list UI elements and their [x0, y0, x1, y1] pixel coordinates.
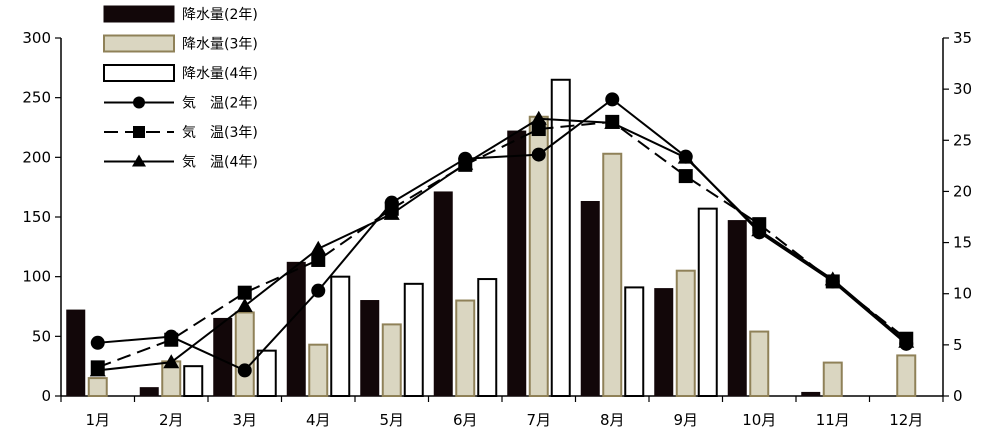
- marker-square-4月: [311, 252, 326, 267]
- right-tick-label: 5: [953, 336, 963, 354]
- right-tick-label: 10: [953, 285, 972, 303]
- bar-series-1-5月: [360, 300, 380, 397]
- bar-series-2-5月: [381, 323, 402, 397]
- bar-series-2-9月: [675, 269, 696, 398]
- x-tick-label: 8月: [600, 411, 625, 429]
- marker-circle-7月: [531, 147, 546, 162]
- bar-series-3-3月: [256, 349, 277, 397]
- legend-swatch-bar-1: [103, 5, 175, 23]
- marker-triangle-5月: [383, 205, 400, 220]
- bar-series-2-8月: [602, 152, 623, 397]
- left-tick-label: 150: [22, 208, 51, 226]
- marker-triangle-10月: [751, 222, 768, 237]
- marker-triangle-4月: [310, 240, 327, 255]
- marker-triangle-1月: [89, 362, 106, 377]
- x-tick-label: 10月: [742, 411, 776, 429]
- marker-circle-8月: [605, 92, 620, 107]
- x-tick-label: 11月: [816, 411, 850, 429]
- marker-square-9月: [678, 169, 693, 184]
- x-tick-label: 5月: [379, 411, 404, 429]
- legend-label-bar-1: 降水量(2年): [182, 7, 258, 23]
- x-tick-label: 9月: [673, 411, 698, 429]
- marker-circle-4月: [311, 283, 326, 298]
- temperature-line-2: [97, 120, 907, 369]
- right-tick-label: 30: [953, 80, 972, 98]
- x-tick-label: 7月: [526, 411, 551, 429]
- bar-series-3-2月: [183, 365, 204, 397]
- legend-swatch-bar-2: [103, 34, 175, 53]
- axes-layer: 0 50 100 150 200 250 300 0 5 10 15 20 25 30 35 1月 2月 3月 4月…: [22, 29, 972, 429]
- legend-label-line-3: 気 温(4年): [182, 155, 258, 171]
- bar-series-2-11月: [822, 361, 843, 398]
- bar-series-3-4月: [330, 275, 351, 397]
- marker-triangle-2月: [163, 354, 180, 369]
- bar-series-1-7月: [507, 130, 527, 397]
- legend-swatch-bar-3: [103, 64, 175, 82]
- x-tick-label: 12月: [889, 411, 923, 429]
- left-tick-label: 200: [22, 148, 51, 166]
- marker-square-2月: [164, 332, 179, 347]
- bar-series-3-5月: [403, 282, 424, 397]
- legend-label-line-1: 気 温(2年): [182, 96, 258, 112]
- bar-series-2-3月: [234, 311, 255, 398]
- x-tick-label: 2月: [159, 411, 184, 429]
- legend-label-bar-2: 降水量(3年): [182, 37, 258, 53]
- bar-series-2-6月: [455, 299, 476, 397]
- marker-triangle-12月: [898, 333, 915, 348]
- marker-triangle-6月: [457, 155, 474, 170]
- right-tick-label: 20: [953, 182, 972, 200]
- right-tick-label: 0: [953, 387, 963, 405]
- left-tick-label: 0: [41, 387, 51, 405]
- temperature-line-1: [97, 98, 907, 372]
- bar-series-3-7月: [550, 78, 571, 398]
- bar-series-1-2月: [139, 387, 159, 397]
- left-tick-label: 250: [22, 89, 51, 107]
- right-tick-label: 35: [953, 29, 972, 47]
- left-tick-label: 50: [32, 327, 51, 345]
- x-tick-label: 3月: [232, 411, 257, 429]
- legend-label-line-2: 気 温(3年): [182, 125, 258, 141]
- bar-series-3-8月: [624, 286, 645, 398]
- legend-marker-square: [133, 126, 145, 138]
- legend: 降水量(2年) 降水量(3年) 降水量(4年) 気 温(2年) 気 温(3年) 気 温(4…: [103, 5, 258, 171]
- bar-series-1-1月: [66, 309, 86, 397]
- bar-series-1-10月: [727, 220, 747, 397]
- bar-series-1-9月: [654, 288, 674, 397]
- marker-circle-3月: [237, 363, 252, 378]
- lines-layer: [89, 92, 915, 378]
- x-tick-label: 4月: [306, 411, 331, 429]
- left-tick-label: 100: [22, 268, 51, 286]
- marker-triangle-3月: [236, 297, 253, 312]
- right-tick-label: 25: [953, 131, 972, 149]
- bar-series-1-4月: [286, 261, 306, 397]
- bar-series-3-9月: [697, 207, 718, 397]
- bar-series-2-4月: [308, 343, 329, 398]
- legend-label-bar-3: 降水量(4年): [182, 66, 258, 82]
- marker-circle-1月: [90, 335, 105, 350]
- bar-series-2-1月: [87, 377, 108, 398]
- temperature-line-3: [97, 117, 907, 372]
- bar-series-1-8月: [580, 200, 600, 397]
- x-tick-label: 1月: [85, 411, 110, 429]
- marker-triangle-7月: [530, 110, 547, 125]
- bar-series-1-11月: [801, 391, 821, 397]
- legend-marker-triangle: [132, 154, 146, 167]
- bars-layer: [66, 78, 917, 398]
- x-tick-label: 6月: [453, 411, 478, 429]
- marker-square-7月: [531, 122, 546, 137]
- bar-series-2-12月: [896, 354, 917, 397]
- legend-marker-circle: [133, 96, 145, 109]
- bar-series-1-6月: [433, 191, 453, 397]
- marker-triangle-9月: [677, 149, 694, 164]
- bar-series-2-10月: [749, 330, 770, 397]
- marker-triangle-8月: [604, 114, 621, 129]
- marker-triangle-11月: [824, 271, 841, 286]
- bar-series-3-6月: [477, 278, 498, 398]
- left-tick-label: 300: [22, 29, 51, 47]
- marker-square-3月: [237, 285, 252, 300]
- right-tick-label: 15: [953, 234, 972, 252]
